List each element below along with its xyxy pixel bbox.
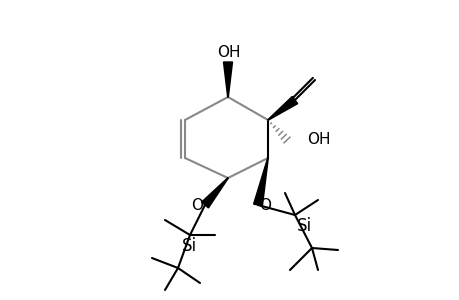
Text: OH: OH <box>306 133 330 148</box>
Text: Si: Si <box>297 217 312 235</box>
Text: O: O <box>258 199 270 214</box>
Text: Si: Si <box>181 237 196 255</box>
Polygon shape <box>253 158 268 206</box>
Polygon shape <box>223 62 232 97</box>
Polygon shape <box>201 178 228 208</box>
Text: OH: OH <box>217 45 240 60</box>
Text: O: O <box>190 199 202 214</box>
Polygon shape <box>267 96 297 120</box>
